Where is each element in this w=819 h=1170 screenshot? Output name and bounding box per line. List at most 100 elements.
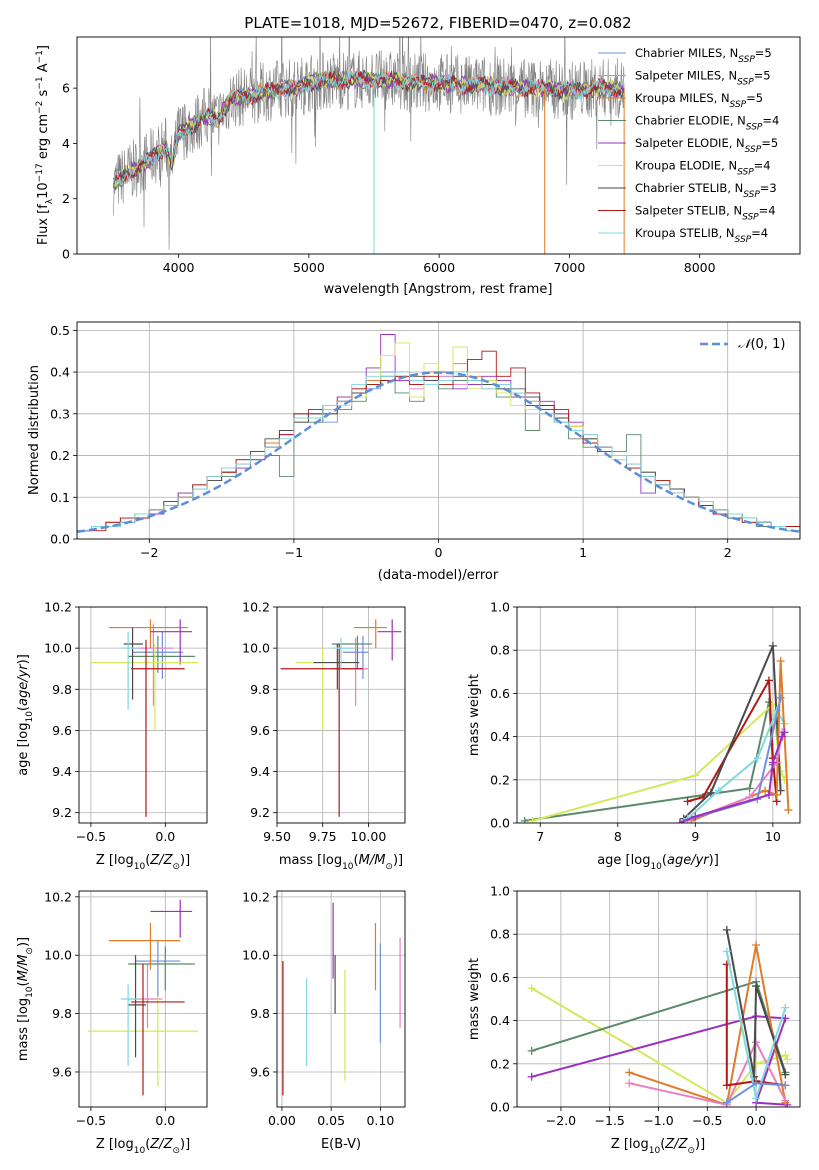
- plot-area: [79, 891, 207, 1107]
- label-part: Z/Z: [149, 1137, 173, 1152]
- label-part: 10: [134, 862, 146, 872]
- label-part: Z/Z: [149, 853, 173, 868]
- y-tick-label: 0.8: [490, 643, 510, 658]
- y-axis-label: mass weight: [467, 958, 482, 1040]
- legend-label: Kroupa MILES, NSSP=5: [635, 91, 763, 110]
- label-part: mass [log: [279, 853, 342, 868]
- label-part: 10: [25, 711, 35, 723]
- y-tick-label: 9.8: [250, 1006, 270, 1021]
- label-part: A: [36, 63, 51, 76]
- label-part: =5: [755, 46, 772, 60]
- y-tick-label: 10.0: [44, 641, 72, 656]
- y-axis-label: Flux [fλ10−17 erg cm−2 s−1 A−1]: [35, 45, 55, 245]
- y-tick-label: 0.0: [50, 532, 70, 547]
- x-tick-label: 0.0: [155, 829, 175, 844]
- y-tick-label: 9.6: [250, 723, 270, 738]
- label-part: Kroupa MILES, N: [635, 91, 730, 105]
- y-tick-label: 10.0: [44, 948, 72, 963]
- label-part: −1: [35, 76, 45, 89]
- legend-label: 𝒩(0, 1): [738, 337, 785, 352]
- weight-point-marker: [781, 1070, 790, 1079]
- label-part: erg cm: [36, 114, 51, 163]
- label-part: age [log: [597, 853, 650, 868]
- weight-point-marker: [527, 984, 536, 993]
- y-tick-label: 0.6: [490, 686, 510, 701]
- y-tick-label: 10.2: [242, 889, 270, 904]
- label-part: SSP: [743, 190, 760, 200]
- x-tick-label: 9.50: [263, 829, 291, 844]
- label-part: =4: [751, 226, 768, 240]
- label-part: Kroupa ELODIE, N: [635, 159, 737, 173]
- label-part: )]: [180, 1137, 190, 1152]
- weight-point-marker: [761, 786, 770, 795]
- chart-title: PLATE=1018, MJD=52672, FIBERID=0470, z=0…: [244, 14, 631, 32]
- model-spectrum-line: [113, 70, 625, 187]
- legend-label: Kroupa STELIB, NSSP=4: [635, 226, 768, 245]
- weight-line: [683, 644, 782, 820]
- label-part: SSP: [737, 168, 754, 178]
- weight-line: [725, 929, 787, 1078]
- x-tick-label: 0: [435, 545, 443, 560]
- axes-frame: [516, 606, 801, 824]
- normal-reference-curve: [77, 371, 800, 533]
- label-part: SSP: [745, 145, 762, 155]
- legend-label: Chabrier STELIB, NSSP=3: [635, 181, 777, 200]
- weight-point-marker: [781, 1081, 790, 1090]
- weight-point-marker: [752, 941, 761, 949]
- weight-point-marker: [625, 1068, 634, 1077]
- y-tick-label: 0.5: [50, 323, 70, 338]
- legend-label: Salpeter MILES, NSSP=5: [635, 69, 771, 88]
- label-part: )]: [695, 1137, 705, 1152]
- label-part: )]: [16, 937, 31, 947]
- legend-label: Salpeter ELODIE, NSSP=5: [635, 136, 778, 155]
- label-part: mass weight: [467, 674, 482, 756]
- observed-spectrum-line: [113, 37, 625, 250]
- label-part: =4: [754, 159, 771, 173]
- label-part: age/yr: [16, 663, 31, 706]
- label-part: Kroupa STELIB, N: [635, 226, 735, 240]
- label-part: ⊙: [172, 862, 180, 872]
- y-tick-label: 9.8: [52, 682, 72, 697]
- label-part: 10: [25, 986, 35, 998]
- label-part: Z [log: [96, 853, 134, 868]
- x-tick-label: 0.05: [317, 1113, 345, 1128]
- y-tick-label: 0.8: [490, 927, 510, 942]
- weight-point-marker: [683, 797, 692, 806]
- weight-point-marker: [781, 1096, 790, 1105]
- x-tick-label: 4000: [163, 260, 195, 275]
- y-tick-label: 9.6: [52, 1064, 72, 1079]
- label-part: SSP: [738, 55, 755, 65]
- x-tick-label: −1.0: [643, 1113, 673, 1128]
- label-part: SSP: [742, 213, 759, 223]
- x-axis-label: wavelength [Angstrom, rest frame]: [324, 282, 553, 297]
- weight-point-marker: [706, 788, 715, 797]
- y-tick-label: 0.2: [490, 772, 510, 787]
- label-part: )]: [393, 853, 403, 868]
- weight-point-marker: [752, 1079, 761, 1088]
- x-tick-label: 9: [691, 829, 699, 844]
- weight-line: [628, 1041, 787, 1106]
- y-tick-label: 0.4: [490, 1013, 510, 1028]
- plot-area: [77, 322, 800, 539]
- label-part: =5: [746, 91, 763, 105]
- x-tick-label: 8000: [684, 260, 716, 275]
- weight-point-marker: [527, 1046, 536, 1055]
- y-tick-label: 0.3: [50, 406, 70, 421]
- axes-frame: [78, 606, 208, 824]
- label-part: )]: [16, 654, 31, 664]
- y-axis-label: mass weight: [467, 674, 482, 756]
- y-tick-label: 9.6: [52, 723, 72, 738]
- weight-point-marker: [722, 1081, 731, 1090]
- y-tick-label: 9.8: [52, 1006, 72, 1021]
- x-tick-label: 7000: [554, 260, 586, 275]
- label-part: ⊙: [25, 947, 35, 955]
- label-part: (: [145, 1137, 150, 1152]
- legend-label: Kroupa ELODIE, NSSP=4: [635, 159, 771, 178]
- axes-frame: [78, 890, 208, 1108]
- label-part: M/M: [16, 955, 31, 982]
- x-tick-label: 9.75: [309, 829, 337, 844]
- weight-point-marker: [528, 816, 537, 823]
- x-axis-label: age [log10(age/yr)]: [597, 853, 719, 872]
- label-part: (: [16, 981, 31, 986]
